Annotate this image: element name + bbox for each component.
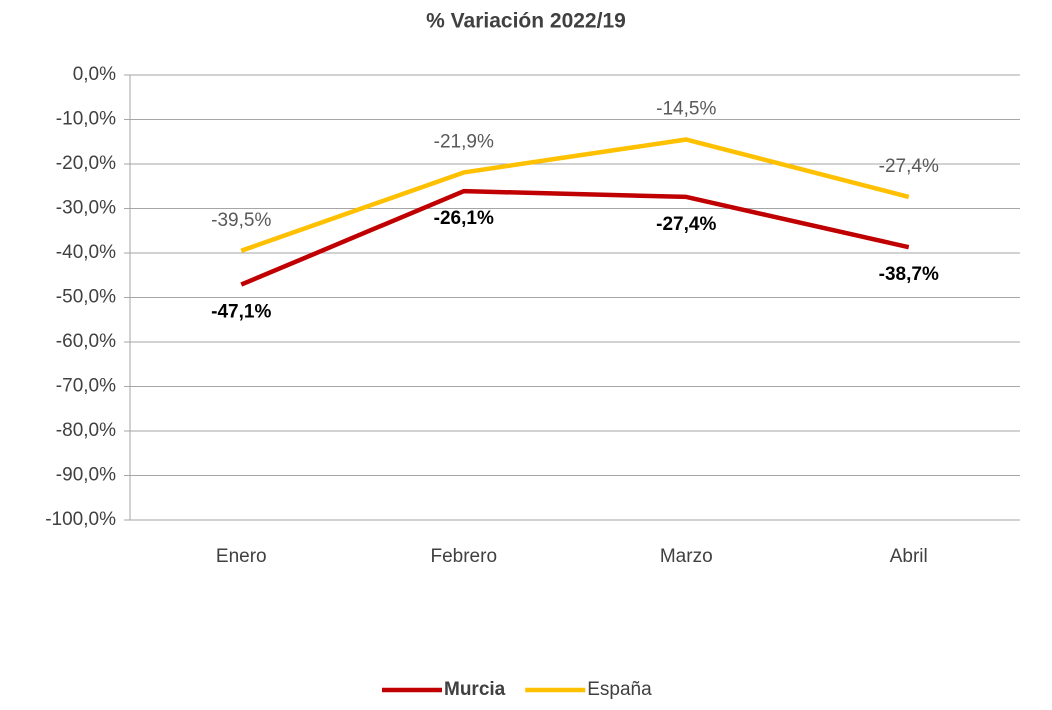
x-tick-label: Marzo [660,546,713,567]
data-label: -47,1% [211,302,271,323]
data-label: -27,4% [879,156,939,177]
y-tick-label: -20,0% [56,153,116,174]
legend-label: España [587,679,652,700]
y-tick-label: -30,0% [56,198,116,219]
x-tick-label: Enero [216,546,267,567]
y-tick-label: -70,0% [56,376,116,397]
x-tick-label: Febrero [430,546,497,567]
data-label: -21,9% [434,131,494,152]
y-tick-label: -60,0% [56,331,116,352]
series-line [240,137,910,253]
chart-title: % Variación 2022/19 [426,10,626,33]
y-tick-label: -40,0% [56,242,116,263]
x-tick-label: Abril [890,546,928,567]
legend-label: Murcia [444,679,506,700]
y-tick-label: -50,0% [56,287,116,308]
y-tick-label: -100,0% [45,509,116,530]
y-tick-label: -10,0% [56,109,116,130]
data-label: -38,7% [879,264,939,285]
data-label: -39,5% [211,210,271,231]
data-label: -14,5% [656,99,716,120]
data-label: -27,4% [656,214,716,235]
y-tick-label: -80,0% [56,420,116,441]
series-line [240,188,910,287]
data-label: -26,1% [434,208,494,229]
y-tick-label: 0,0% [73,64,116,85]
y-tick-label: -90,0% [56,465,116,486]
